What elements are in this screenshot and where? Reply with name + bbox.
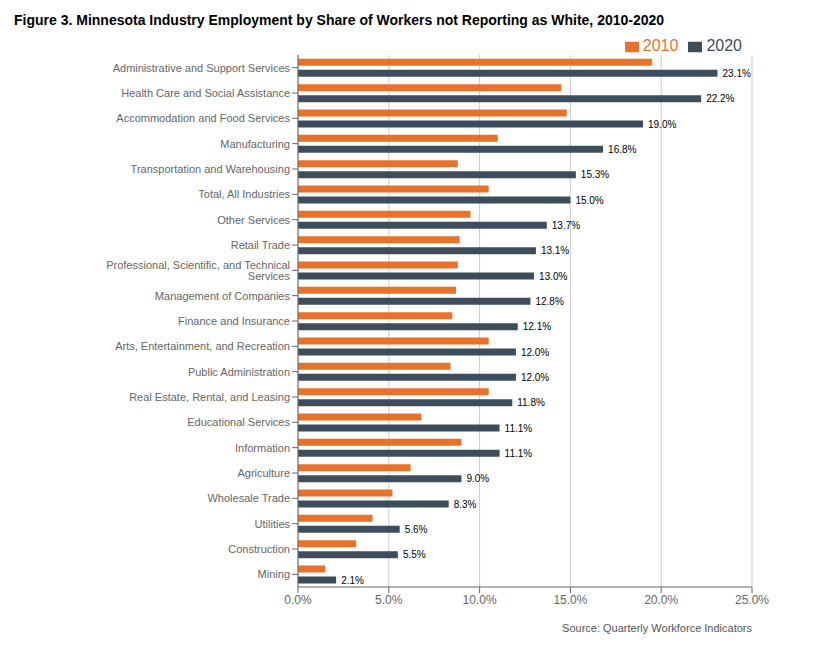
svg-text:Agriculture: Agriculture xyxy=(237,467,290,479)
svg-text:10.0%: 10.0% xyxy=(463,593,497,607)
html-text:2020: 2020 xyxy=(706,37,742,54)
svg-text:5.0%: 5.0% xyxy=(375,593,403,607)
svg-text:Educational Services: Educational Services xyxy=(187,416,290,428)
svg-text:Accommodation and Food Service: Accommodation and Food Services xyxy=(116,112,290,124)
svg-text:9.0%: 9.0% xyxy=(466,473,489,484)
svg-text:16.8%: 16.8% xyxy=(608,144,636,155)
svg-text:11.8%: 11.8% xyxy=(517,397,545,408)
svg-text:13.7%: 13.7% xyxy=(552,220,580,231)
svg-text:12.1%: 12.1% xyxy=(523,321,551,332)
svg-text:Manufacturing: Manufacturing xyxy=(220,138,290,150)
svg-text:15.0%: 15.0% xyxy=(553,593,587,607)
svg-text:Public Administration: Public Administration xyxy=(188,366,290,378)
svg-text:Wholesale Trade: Wholesale Trade xyxy=(207,492,290,504)
svg-text:19.0%: 19.0% xyxy=(648,119,676,130)
svg-text:Other Services: Other Services xyxy=(217,214,290,226)
svg-text:12.0%: 12.0% xyxy=(521,372,549,383)
svg-text:Real Estate, Rental, and Leasi: Real Estate, Rental, and Leasing xyxy=(129,391,290,403)
svg-text:2.1%: 2.1% xyxy=(341,575,364,586)
svg-text:Retail Trade: Retail Trade xyxy=(231,239,290,251)
svg-text:13.1%: 13.1% xyxy=(541,245,569,256)
svg-text:Utilities: Utilities xyxy=(255,518,291,530)
svg-text:Transportation and Warehousing: Transportation and Warehousing xyxy=(131,163,290,175)
svg-text:Finance and Insurance: Finance and Insurance xyxy=(178,315,290,327)
svg-text:11.1%: 11.1% xyxy=(505,448,533,459)
html-text:Source: Quarterly Workforce In: Source: Quarterly Workforce Indicators xyxy=(562,622,752,634)
svg-text:5.6%: 5.6% xyxy=(405,524,428,535)
svg-text:15.3%: 15.3% xyxy=(581,169,609,180)
svg-text:Professional, Scientific, and: Professional, Scientific, and TechnicalS… xyxy=(106,259,290,282)
svg-text:11.1%: 11.1% xyxy=(505,423,533,434)
svg-text:Total, All Industries: Total, All Industries xyxy=(198,188,290,200)
svg-text:Health Care and Social Assista: Health Care and Social Assistance xyxy=(121,87,290,99)
svg-text:5.5%: 5.5% xyxy=(403,549,426,560)
svg-text:20.0%: 20.0% xyxy=(644,593,678,607)
svg-text:Construction: Construction xyxy=(228,543,290,555)
svg-text:Administrative and Support Ser: Administrative and Support Services xyxy=(113,62,291,74)
svg-text:12.8%: 12.8% xyxy=(535,296,563,307)
svg-text:0.0%: 0.0% xyxy=(284,593,312,607)
html-text:Figure 3. Minnesota Industry E: Figure 3. Minnesota Industry Employment … xyxy=(14,12,665,28)
svg-text:Information: Information xyxy=(235,442,290,454)
svg-text:23.1%: 23.1% xyxy=(722,68,750,79)
svg-text:25.0%: 25.0% xyxy=(735,593,769,607)
svg-text:Management of Companies: Management of Companies xyxy=(155,290,291,302)
svg-text:13.0%: 13.0% xyxy=(539,271,567,282)
svg-text:8.3%: 8.3% xyxy=(454,499,477,510)
svg-text:Arts, Entertainment, and Recre: Arts, Entertainment, and Recreation xyxy=(115,340,290,352)
html-text:2010: 2010 xyxy=(642,37,679,54)
svg-text:Mining: Mining xyxy=(258,568,290,580)
svg-text:22.2%: 22.2% xyxy=(706,93,734,104)
svg-text:15.0%: 15.0% xyxy=(575,195,603,206)
svg-text:12.0%: 12.0% xyxy=(521,347,549,358)
